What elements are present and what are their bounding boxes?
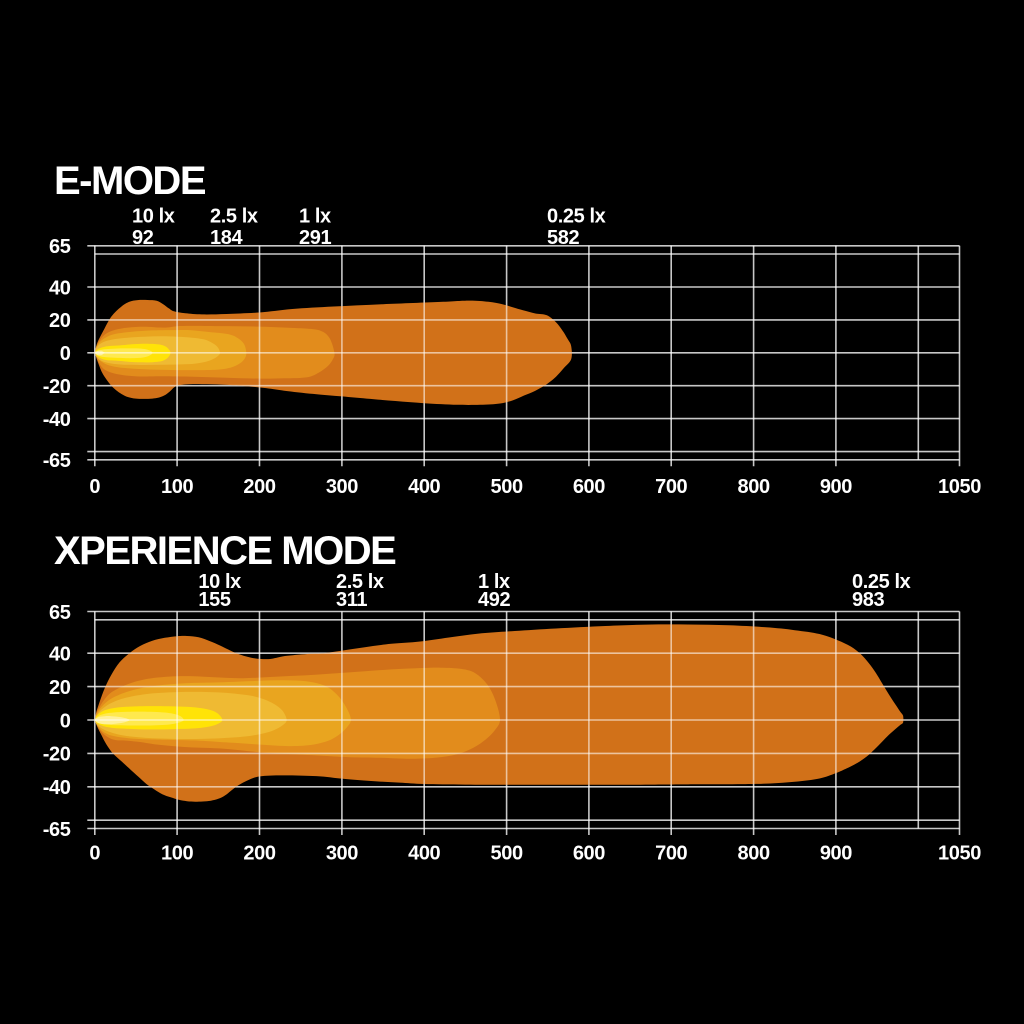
svg-text:XPERIENCE MODE: XPERIENCE MODE — [54, 529, 396, 573]
svg-text:1 lx: 1 lx — [299, 206, 331, 228]
svg-text:983: 983 — [852, 589, 884, 611]
svg-text:65: 65 — [49, 602, 71, 624]
svg-text:600: 600 — [573, 476, 605, 498]
svg-text:40: 40 — [49, 277, 71, 299]
svg-text:200: 200 — [243, 843, 275, 865]
svg-text:-40: -40 — [43, 409, 71, 431]
svg-text:-40: -40 — [43, 777, 71, 799]
svg-text:E-MODE: E-MODE — [54, 159, 206, 203]
svg-text:100: 100 — [161, 476, 193, 498]
svg-text:800: 800 — [738, 843, 770, 865]
svg-text:-20: -20 — [43, 744, 71, 766]
svg-text:2.5 lx: 2.5 lx — [336, 571, 384, 593]
svg-text:291: 291 — [299, 227, 331, 249]
svg-text:1050: 1050 — [938, 476, 981, 498]
svg-text:200: 200 — [243, 476, 275, 498]
svg-text:0.25 lx: 0.25 lx — [852, 571, 911, 593]
svg-text:65: 65 — [49, 236, 71, 258]
svg-text:184: 184 — [210, 227, 243, 249]
svg-text:492: 492 — [478, 589, 510, 611]
svg-text:92: 92 — [132, 227, 154, 249]
svg-text:2.5 lx: 2.5 lx — [210, 206, 258, 228]
svg-text:800: 800 — [738, 476, 770, 498]
svg-text:1 lx: 1 lx — [478, 571, 510, 593]
svg-text:500: 500 — [491, 843, 523, 865]
svg-text:400: 400 — [408, 476, 440, 498]
svg-text:100: 100 — [161, 843, 193, 865]
svg-text:1050: 1050 — [938, 843, 981, 865]
svg-text:400: 400 — [408, 843, 440, 865]
svg-text:300: 300 — [326, 843, 358, 865]
svg-text:500: 500 — [491, 476, 523, 498]
svg-text:0: 0 — [60, 710, 71, 732]
svg-text:10 lx: 10 lx — [198, 571, 241, 593]
svg-text:10 lx: 10 lx — [132, 206, 175, 228]
svg-text:600: 600 — [573, 843, 605, 865]
svg-text:20: 20 — [49, 310, 71, 332]
svg-text:900: 900 — [820, 843, 852, 865]
svg-text:311: 311 — [336, 589, 367, 611]
svg-text:900: 900 — [820, 476, 852, 498]
svg-text:0: 0 — [60, 343, 71, 365]
svg-text:0: 0 — [89, 843, 100, 865]
svg-text:-65: -65 — [43, 450, 71, 472]
svg-text:40: 40 — [49, 644, 71, 666]
svg-text:0.25 lx: 0.25 lx — [547, 206, 606, 228]
svg-text:-65: -65 — [43, 819, 71, 841]
svg-text:20: 20 — [49, 677, 71, 699]
svg-text:-20: -20 — [43, 376, 71, 398]
svg-text:300: 300 — [326, 476, 358, 498]
svg-text:582: 582 — [547, 227, 579, 249]
svg-text:700: 700 — [655, 843, 687, 865]
svg-text:0: 0 — [89, 476, 100, 498]
svg-text:700: 700 — [655, 476, 687, 498]
svg-text:155: 155 — [198, 589, 230, 611]
